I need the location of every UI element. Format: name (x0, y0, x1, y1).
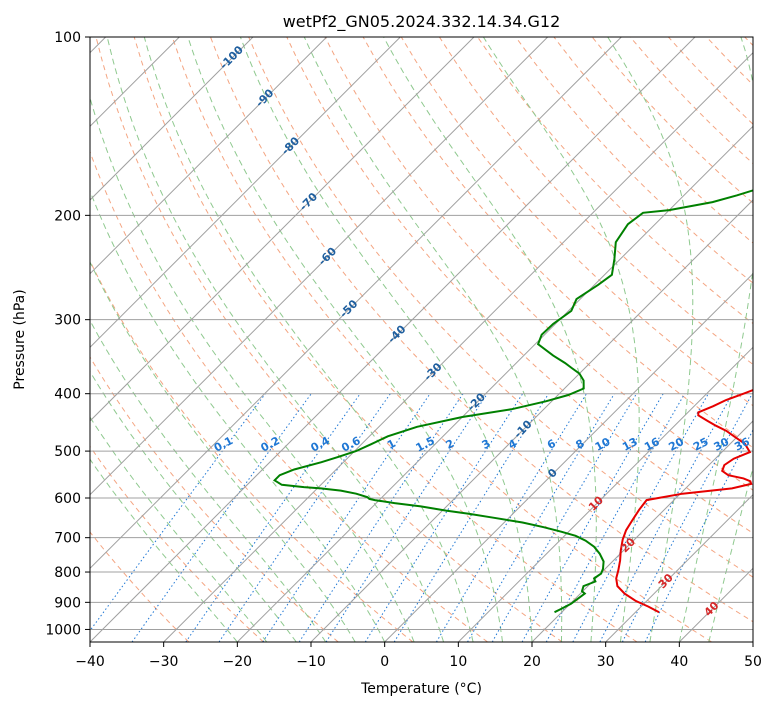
moist-adiabat-line (90, 370, 297, 642)
isotherm-line (90, 37, 622, 570)
moist-adiabat-line (482, 37, 640, 642)
isotherm-line (90, 37, 475, 422)
mixing-ratio-label: 36 (732, 435, 752, 454)
dry-adiabat-line (95, 37, 563, 642)
isotherm-line (384, 272, 753, 642)
y-tick-label: 400 (54, 387, 81, 403)
mixing-ratio-label: 30 (712, 435, 732, 454)
moist-adiabats (90, 37, 753, 642)
dry-adiabat-line (90, 445, 264, 642)
x-tick-label: −40 (75, 654, 105, 670)
dry-adiabat-line (400, 37, 753, 407)
y-tick-label: 200 (54, 208, 81, 224)
mixing-ratio-line (325, 393, 488, 642)
mixing-ratio-label: 10 (593, 435, 613, 454)
y-tick-label: 1000 (45, 622, 81, 638)
background-lines (90, 37, 753, 642)
dry-adiabat-line (90, 356, 339, 642)
mixing-ratio-line (491, 393, 637, 642)
dry-adiabat-line (171, 37, 712, 642)
y-tick-label: 600 (54, 491, 81, 507)
mixing-ratio-line (298, 393, 464, 642)
isotherm-line (90, 37, 549, 496)
y-tick-label: 800 (54, 565, 81, 581)
dry-adiabat-line (438, 37, 753, 366)
isotherm-line (90, 37, 328, 275)
isotherm-line (163, 51, 753, 642)
moist-adiabat-line (187, 37, 503, 642)
moist-adiabat-line (90, 319, 327, 642)
y-axis: 1000 900 800 700 600 500 400 300 200 100 (45, 30, 90, 638)
x-axis: −40 −30 −20 −10 0 10 20 30 40 50 (75, 642, 762, 670)
mixing-ratio-line (393, 393, 550, 642)
mixing-ratio-line (131, 393, 312, 642)
y-tick-label: 900 (54, 595, 81, 611)
isobars (90, 37, 753, 630)
x-tick-label: −20 (223, 654, 253, 670)
y-tick-label: 700 (54, 531, 81, 547)
moist-adiabat-line (90, 260, 356, 642)
mixing-ratio-line (545, 393, 686, 642)
y-tick-label: 300 (54, 313, 81, 329)
isotherm-line (457, 346, 753, 642)
mixing-ratio-line (521, 393, 664, 642)
moist-adiabat-line (106, 37, 445, 642)
x-tick-label: 10 (449, 654, 467, 670)
x-tick-label: −10 (296, 654, 326, 670)
x-tick-label: 40 (670, 654, 688, 670)
mixing-ratio-label: 13 (620, 435, 640, 454)
moist-adiabat-line (303, 37, 563, 642)
x-axis-label: Temperature (°C) (360, 681, 482, 697)
mixing-ratio-line (467, 393, 615, 642)
plot-frame (89, 36, 754, 643)
isotherm-line (90, 37, 401, 349)
mixing-ratio-line (572, 393, 709, 642)
x-tick-label: 30 (597, 654, 615, 670)
mixing-ratio-label: 25 (691, 435, 711, 454)
moist-adiabat-line (383, 37, 597, 642)
moist-adiabat-line (607, 37, 694, 642)
dry-adiabat-line (90, 531, 190, 642)
mixing-ratio-line (262, 393, 431, 642)
x-tick-label: −30 (149, 654, 179, 670)
dry-adiabat-line (210, 37, 753, 623)
dry-adiabat-line (248, 37, 753, 578)
isotherm-line (90, 37, 696, 642)
moist-adiabat-line (90, 416, 268, 642)
mixing-ratio-label: 20 (666, 435, 686, 454)
moist-adiabat-line (90, 458, 238, 642)
x-tick-label: 20 (523, 654, 541, 670)
chart-title: wetPf2_GN05.2024.332.14.34.G12 (283, 12, 561, 32)
moist-adiabat-line (143, 37, 474, 642)
moist-adiabat-line (90, 189, 386, 642)
y-tick-label: 100 (54, 30, 81, 46)
isotherm-line (605, 493, 753, 642)
moist-adiabat-line (678, 37, 753, 642)
dewpoint-series-line (273, 189, 753, 614)
y-axis-label: Pressure (hPa) (12, 289, 28, 389)
isotherm-line (90, 37, 254, 201)
temperature-series-line (615, 388, 753, 614)
y-tick-label: 500 (54, 444, 81, 460)
mixing-ratio-line (364, 393, 524, 642)
moist-adiabat-line (239, 37, 533, 642)
isotherms (90, 37, 753, 642)
isotherm-line (531, 420, 753, 642)
plot-area (90, 37, 753, 642)
mixing-ratio-line (435, 393, 587, 642)
isotherm-line (310, 199, 753, 642)
profiles (273, 189, 753, 614)
mixing-ratio-label: 16 (642, 435, 662, 454)
x-tick-label: 0 (380, 654, 389, 670)
dry-adiabat-line (515, 37, 753, 284)
x-tick-label: 50 (744, 654, 762, 670)
moist-adiabat-line (708, 466, 753, 642)
